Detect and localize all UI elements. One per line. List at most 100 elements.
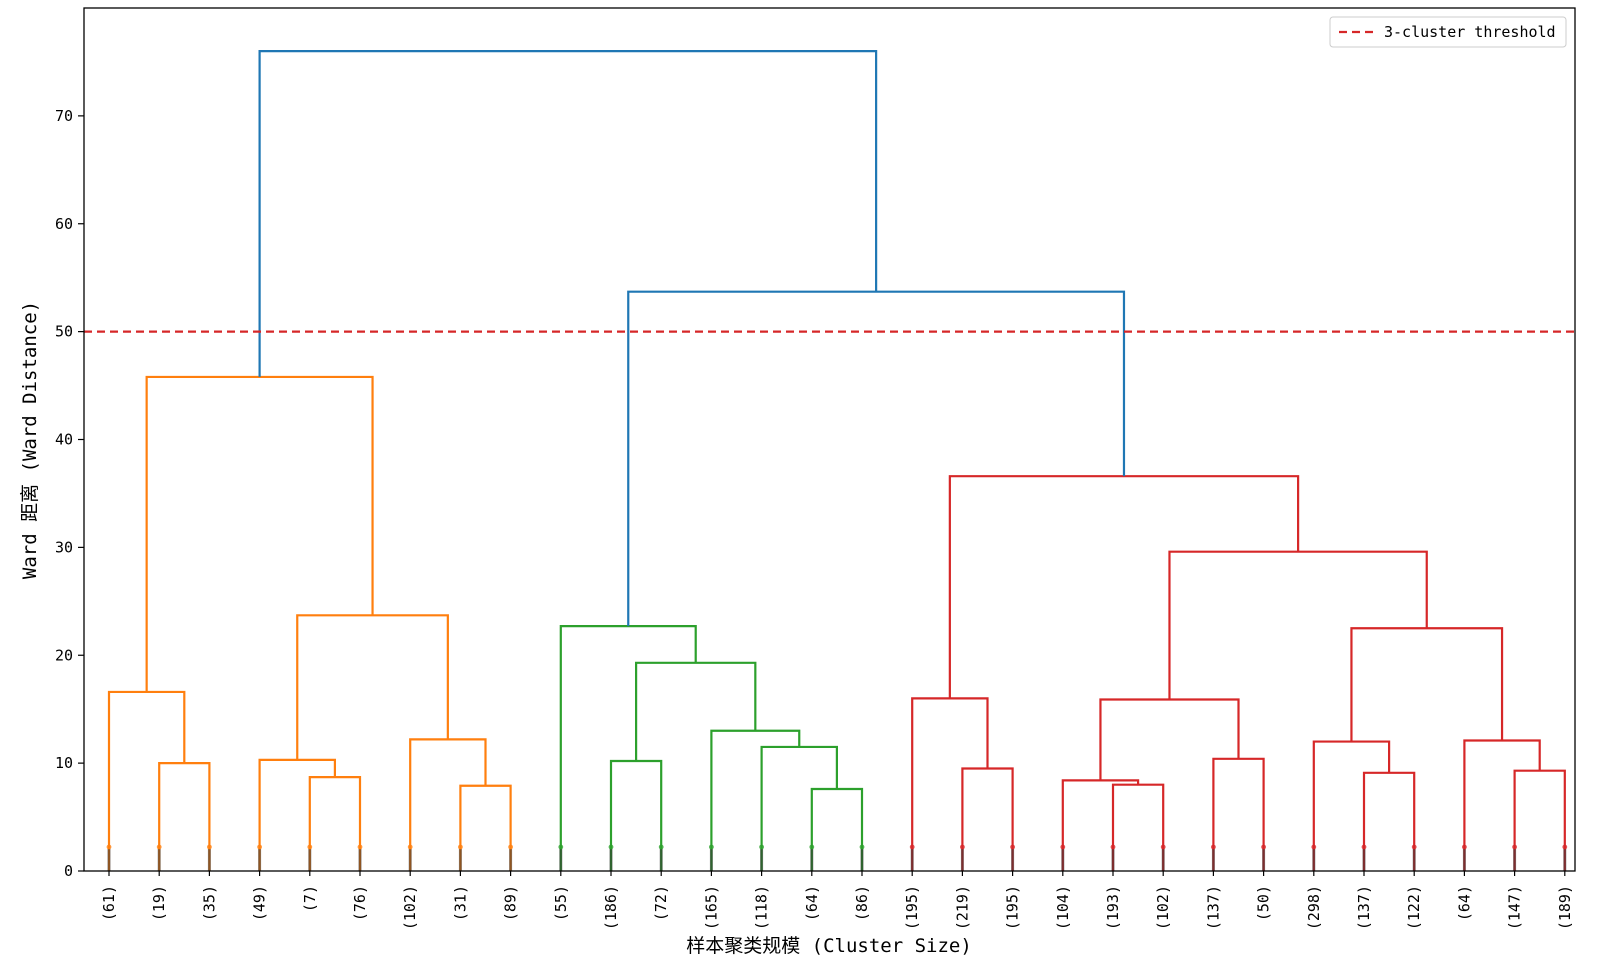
leaf-dot xyxy=(156,844,162,850)
leaf-dot xyxy=(1211,844,1216,850)
legend-threshold-label: 3-cluster threshold xyxy=(1384,23,1556,41)
dendrogram-link xyxy=(961,767,1014,871)
y-axis: 0 10 20 30 40 50 60 70 xyxy=(55,107,84,880)
leaf-dot xyxy=(458,844,463,850)
leaf-dot xyxy=(1562,844,1568,850)
x-tick-label: (50) xyxy=(1255,885,1273,921)
x-tick-label: (195) xyxy=(1004,885,1022,930)
dendrogram-link xyxy=(710,729,801,871)
x-tick-label: (137) xyxy=(1204,885,1222,930)
x-tick-label: (64) xyxy=(803,885,821,921)
dendrogram-link xyxy=(1212,757,1265,871)
x-tick-label: (86) xyxy=(853,885,871,921)
leaf-dot xyxy=(1060,844,1066,850)
leaf-dot xyxy=(709,844,714,850)
dendrogram-links xyxy=(106,50,1568,871)
x-tick-label: (118) xyxy=(753,885,771,930)
dendrogram-link xyxy=(145,375,374,692)
dendrogram-link xyxy=(296,614,449,760)
leaf-dot xyxy=(1010,844,1015,850)
dendrogram-link xyxy=(1099,698,1240,781)
x-axis: (61) (19) (35) (49) (7) (76) (102) (31) (89) (55)… xyxy=(100,871,1574,930)
x-tick-label: (19) xyxy=(150,885,168,921)
y-tick-label: 10 xyxy=(55,754,73,772)
x-tick-label: (61) xyxy=(100,885,118,921)
leaf-dot xyxy=(960,844,965,850)
leaf-dot xyxy=(759,844,764,850)
y-tick-label: 20 xyxy=(55,646,73,664)
dendrogram-link xyxy=(1350,627,1504,742)
dendrogram-link xyxy=(1513,769,1566,871)
y-tick-label: 0 xyxy=(64,862,73,880)
x-tick-label: (35) xyxy=(200,885,218,921)
dendrogram-link xyxy=(409,738,487,871)
leaf-dot xyxy=(1512,844,1517,850)
dendrogram-link xyxy=(308,776,362,871)
leaf-dot xyxy=(407,844,413,850)
x-tick-label: (219) xyxy=(953,885,971,930)
dendrogram-link xyxy=(948,475,1300,699)
leaf-dot xyxy=(1261,844,1266,850)
x-tick-label: (49) xyxy=(251,885,269,921)
dendrogram-link xyxy=(1061,779,1140,871)
x-tick-label: (55) xyxy=(552,885,570,921)
dendrogram-link xyxy=(1111,783,1165,871)
leaf-dot xyxy=(909,844,915,850)
leaf-dot xyxy=(1110,844,1116,850)
x-tick-label: (7) xyxy=(301,885,319,912)
dendrogram-link xyxy=(627,290,1126,627)
leaf-dot xyxy=(106,844,112,850)
dendrogram-link xyxy=(635,661,757,761)
leaf-dot xyxy=(508,844,513,850)
legend-box xyxy=(1329,16,1567,48)
x-tick-label: (189) xyxy=(1556,885,1574,930)
x-tick-label: (137) xyxy=(1355,885,1373,930)
leaf-dot xyxy=(859,844,865,850)
leaf-dot xyxy=(558,844,564,850)
leaf-dot xyxy=(257,844,262,850)
leaf-dot xyxy=(809,844,815,850)
dendrogram-link xyxy=(459,784,512,871)
x-tick-label: (104) xyxy=(1054,885,1072,930)
dendrogram-link xyxy=(609,759,663,871)
leaf-dot xyxy=(1411,844,1417,850)
leaf-dot xyxy=(1311,844,1317,850)
dendrogram-link xyxy=(760,745,838,871)
x-tick-label: (102) xyxy=(1154,885,1172,930)
y-tick-label: 60 xyxy=(55,215,73,233)
dendrogram-link xyxy=(258,758,336,871)
y-axis-title: Ward 距离 (Ward Distance) xyxy=(19,301,41,579)
leaf-dot xyxy=(1160,844,1166,850)
x-tick-label: (147) xyxy=(1506,885,1524,930)
x-tick-label: (298) xyxy=(1305,885,1323,930)
leaf-dot xyxy=(1361,844,1367,850)
y-tick-label: 70 xyxy=(55,107,73,125)
dendrogram-link xyxy=(911,697,989,871)
leaf-dot xyxy=(608,844,614,850)
leaf-dot xyxy=(357,844,363,850)
x-tick-label: (89) xyxy=(502,885,520,921)
x-tick-label: (76) xyxy=(351,885,369,921)
x-tick-label: (102) xyxy=(401,885,419,930)
y-tick-label: 30 xyxy=(55,538,73,556)
x-tick-label: (72) xyxy=(652,885,670,921)
dendrogram-link xyxy=(810,787,864,871)
dendrogram-link xyxy=(559,625,697,871)
x-tick-label: (195) xyxy=(903,885,921,930)
x-axis-title: 样本聚类规模 (Cluster Size) xyxy=(686,935,972,957)
dendrogram-link xyxy=(107,690,186,871)
dendrogram-link xyxy=(1463,739,1541,871)
leaf-dot xyxy=(207,844,212,850)
dendrogram-link xyxy=(1362,771,1416,871)
leaf-dot xyxy=(1462,844,1467,850)
x-tick-label: (165) xyxy=(702,885,720,930)
x-tick-label: (64) xyxy=(1455,885,1473,921)
x-tick-label: (186) xyxy=(602,885,620,930)
dendrogram-link xyxy=(1312,740,1391,871)
y-tick-label: 40 xyxy=(55,431,73,449)
y-tick-label: 50 xyxy=(55,323,73,341)
leaf-dot xyxy=(658,844,664,850)
x-tick-label: (193) xyxy=(1104,885,1122,930)
dendrogram-link xyxy=(258,50,878,377)
